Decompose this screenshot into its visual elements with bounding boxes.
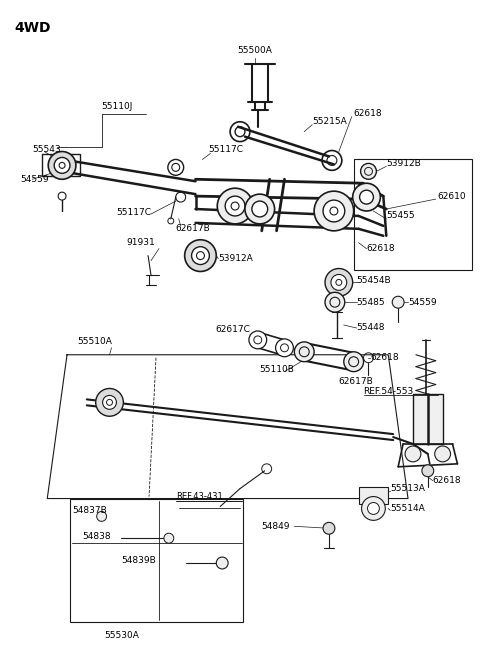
Text: REF.43-431: REF.43-431 <box>176 492 223 501</box>
Circle shape <box>323 522 335 534</box>
Text: 53912A: 53912A <box>218 254 253 263</box>
Text: 55110B: 55110B <box>260 365 295 374</box>
Circle shape <box>192 247 209 265</box>
Text: 55454B: 55454B <box>357 276 391 285</box>
Bar <box>354 159 472 271</box>
Circle shape <box>217 188 253 224</box>
Circle shape <box>344 352 363 371</box>
Text: 91931: 91931 <box>126 238 155 247</box>
Text: 62610: 62610 <box>438 192 466 200</box>
Text: 55530A: 55530A <box>104 631 139 640</box>
Bar <box>42 155 80 176</box>
Circle shape <box>185 240 216 271</box>
Text: 55514A: 55514A <box>390 504 425 513</box>
Circle shape <box>314 191 354 231</box>
Text: 55117C: 55117C <box>117 208 152 217</box>
Circle shape <box>96 388 123 416</box>
Circle shape <box>435 446 451 462</box>
Text: 55448: 55448 <box>357 324 385 333</box>
Text: 62618: 62618 <box>433 476 461 485</box>
Circle shape <box>48 151 76 179</box>
Circle shape <box>54 157 70 174</box>
Text: 55510A: 55510A <box>77 337 112 346</box>
Circle shape <box>392 296 404 308</box>
Circle shape <box>323 200 345 222</box>
Text: 62617B: 62617B <box>176 225 211 233</box>
Text: 55455: 55455 <box>386 212 415 221</box>
Circle shape <box>331 274 347 290</box>
Text: 4WD: 4WD <box>14 20 51 35</box>
Text: 62617C: 62617C <box>216 326 250 335</box>
Text: 55110J: 55110J <box>102 102 133 111</box>
Text: 54838: 54838 <box>82 532 110 541</box>
Circle shape <box>276 339 293 357</box>
Text: 55485: 55485 <box>357 298 385 307</box>
Circle shape <box>360 190 373 204</box>
Circle shape <box>325 269 353 296</box>
Circle shape <box>216 557 228 569</box>
Text: 54559: 54559 <box>408 298 437 307</box>
Circle shape <box>225 196 245 216</box>
Circle shape <box>294 342 314 362</box>
Circle shape <box>103 396 117 409</box>
Text: 54839B: 54839B <box>121 555 156 565</box>
Circle shape <box>405 446 421 462</box>
Circle shape <box>360 163 376 179</box>
Circle shape <box>249 331 267 349</box>
Text: 55543: 55543 <box>33 145 61 154</box>
Text: 55513A: 55513A <box>390 484 425 493</box>
Circle shape <box>422 465 434 477</box>
Text: 55117C: 55117C <box>208 145 243 154</box>
Text: 54559: 54559 <box>21 175 49 184</box>
Bar <box>359 487 388 504</box>
Circle shape <box>353 183 380 211</box>
Circle shape <box>361 496 385 520</box>
Text: 62618: 62618 <box>354 109 382 119</box>
Text: 53912B: 53912B <box>386 159 421 168</box>
Text: 62617B: 62617B <box>339 377 373 386</box>
Text: 55500A: 55500A <box>238 46 272 55</box>
Text: 54837B: 54837B <box>72 506 107 515</box>
Circle shape <box>325 292 345 312</box>
Circle shape <box>368 502 379 514</box>
Text: 54849: 54849 <box>261 522 289 531</box>
Bar <box>70 498 243 622</box>
Text: REF.54-553: REF.54-553 <box>363 387 414 396</box>
Circle shape <box>252 201 268 217</box>
Circle shape <box>96 512 107 521</box>
Circle shape <box>245 194 275 224</box>
Text: 55215A: 55215A <box>312 117 347 126</box>
Text: 62618: 62618 <box>367 244 395 253</box>
Bar <box>413 394 443 444</box>
Text: 62618: 62618 <box>371 353 399 362</box>
Circle shape <box>164 533 174 543</box>
